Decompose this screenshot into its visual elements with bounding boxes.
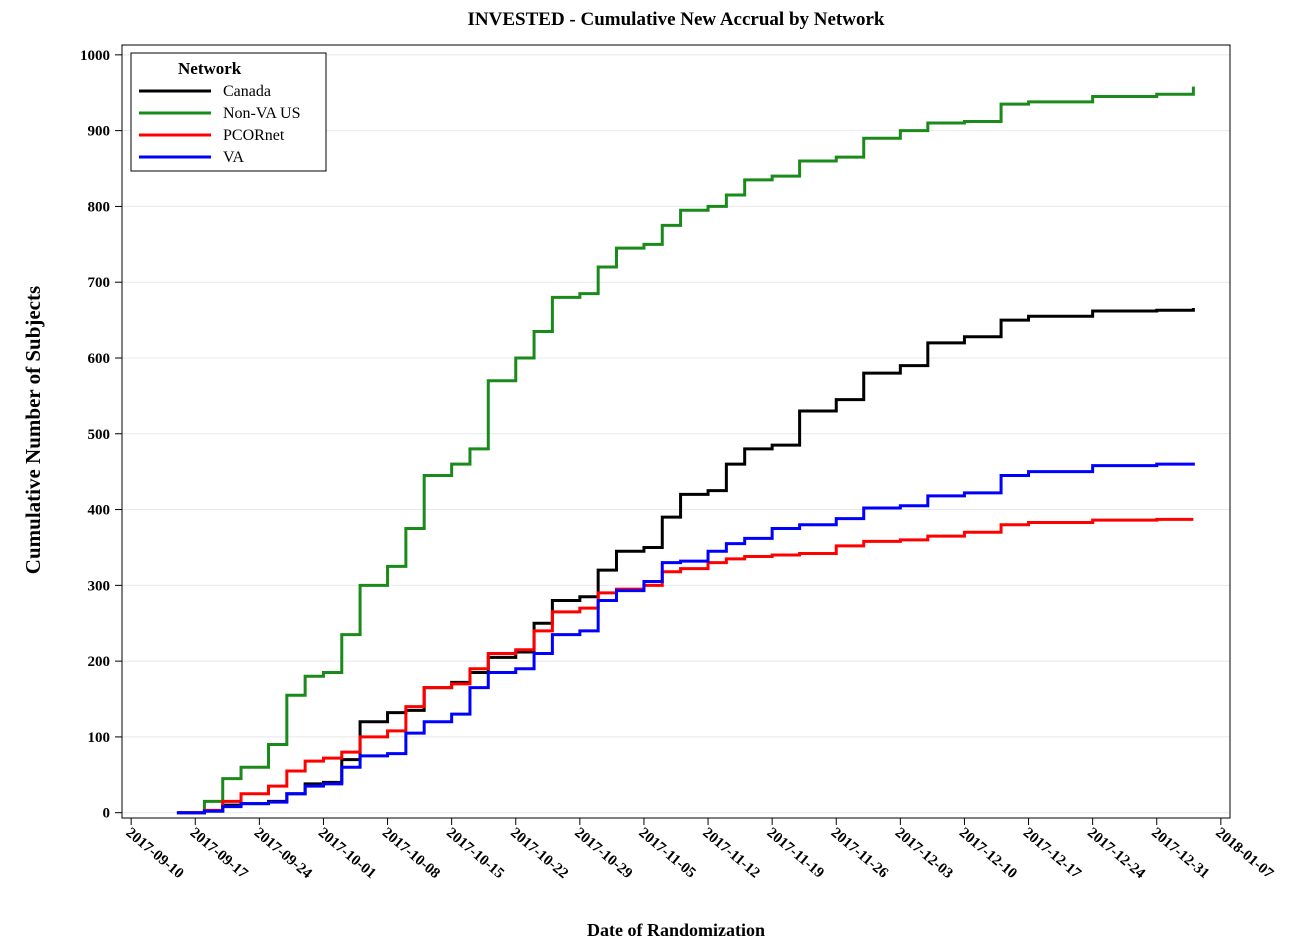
x-tick-label: 2018-01-07 <box>1212 825 1276 883</box>
y-tick-label: 600 <box>88 351 111 367</box>
legend-title: Network <box>178 59 242 78</box>
series-line <box>176 462 1195 815</box>
x-tick-label: 2017-11-19 <box>764 825 827 882</box>
y-tick-label: 400 <box>88 503 111 519</box>
x-tick-label: 2017-10-29 <box>571 825 635 882</box>
x-tick-label: 2017-11-05 <box>635 825 698 882</box>
x-tick-label: 2017-09-10 <box>123 825 187 882</box>
y-tick-label: 500 <box>88 427 111 443</box>
chart-title: INVESTED - Cumulative New Accrual by Net… <box>468 9 885 30</box>
x-tick-label: 2017-09-17 <box>187 825 251 883</box>
legend-label: Canada <box>223 83 271 100</box>
series-line <box>176 86 1195 815</box>
x-tick-label: 2017-10-15 <box>443 825 507 882</box>
x-tick-label: 2017-10-22 <box>507 825 571 882</box>
x-tick-label: 2017-12-31 <box>1148 825 1212 882</box>
x-tick-label: 2017-11-12 <box>699 825 762 882</box>
x-axis-label: Date of Randomization <box>587 920 765 940</box>
legend-label: VA <box>223 149 244 166</box>
x-tick-label: 2017-10-08 <box>379 825 443 882</box>
x-tick-label: 2017-11-26 <box>828 825 892 882</box>
x-tick-label: 2017-12-10 <box>956 825 1020 882</box>
x-tick-label: 2017-12-24 <box>1084 825 1148 883</box>
y-tick-label: 100 <box>88 730 111 746</box>
x-tick-label: 2017-10-01 <box>315 825 379 882</box>
x-tick-label: 2017-09-24 <box>251 825 315 883</box>
x-tick-label: 2017-12-03 <box>892 825 956 882</box>
y-tick-label: 700 <box>88 275 111 291</box>
y-tick-label: 900 <box>88 124 111 140</box>
x-tick-label: 2017-12-17 <box>1020 825 1084 883</box>
series-line <box>176 517 1194 815</box>
legend-label: PCORnet <box>223 127 285 144</box>
y-tick-label: 300 <box>88 578 111 594</box>
y-tick-label: 0 <box>103 806 111 822</box>
y-tick-label: 1000 <box>80 48 110 64</box>
plot-frame <box>121 44 1231 819</box>
y-tick-label: 800 <box>88 199 111 215</box>
y-tick-label: 200 <box>88 654 111 670</box>
y-axis-label: Cumulative Number of Subjects <box>21 286 45 574</box>
legend-label: Non-VA US <box>223 105 301 122</box>
